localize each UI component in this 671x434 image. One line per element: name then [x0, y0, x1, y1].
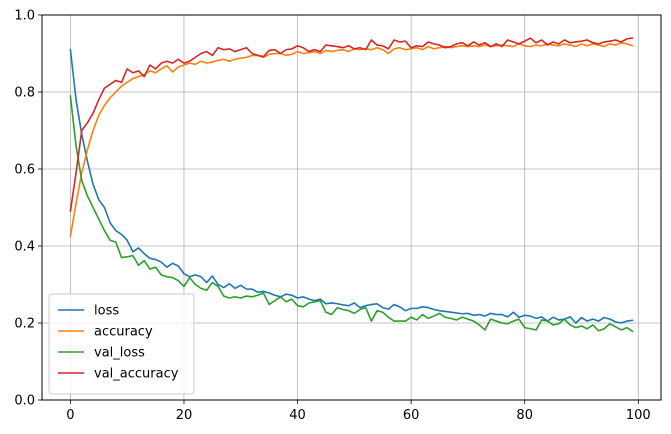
legend: loss accuracy val_loss val_accuracy [48, 293, 195, 395]
series-line-val-accuracy [69, 37, 634, 213]
series-line-accuracy [69, 41, 634, 238]
legend-label-accuracy: accuracy [94, 325, 153, 340]
plot-series [69, 37, 634, 333]
y-tick-label: 0.8 [14, 86, 35, 101]
y-tick-label: 0.6 [14, 163, 35, 178]
legend-label-val-accuracy: val_accuracy [94, 367, 179, 382]
series-line-loss [69, 48, 634, 324]
x-tick-label: 60 [403, 408, 420, 423]
series-line-val-loss [69, 95, 634, 333]
legend-label-loss: loss [94, 304, 119, 319]
x-tick-label: 40 [289, 408, 306, 423]
x-tick-label: 80 [516, 408, 533, 423]
y-tick-label: 0.2 [14, 317, 35, 332]
y-tick-label: 1.0 [14, 9, 35, 24]
x-tick-label: 20 [176, 408, 193, 423]
y-tick-label: 0.4 [14, 240, 35, 255]
legend-label-val-loss: val_loss [94, 346, 145, 361]
legend-box [48, 293, 195, 395]
axis-ticks: 0 20 40 60 80 100 0.0 0.2 0.4 0.6 0.8 1.0 [14, 9, 650, 424]
y-tick-label: 0.0 [14, 394, 35, 409]
x-tick-label: 0 [66, 408, 74, 423]
x-tick-label: 100 [626, 408, 651, 423]
axes-frame [41, 14, 662, 401]
